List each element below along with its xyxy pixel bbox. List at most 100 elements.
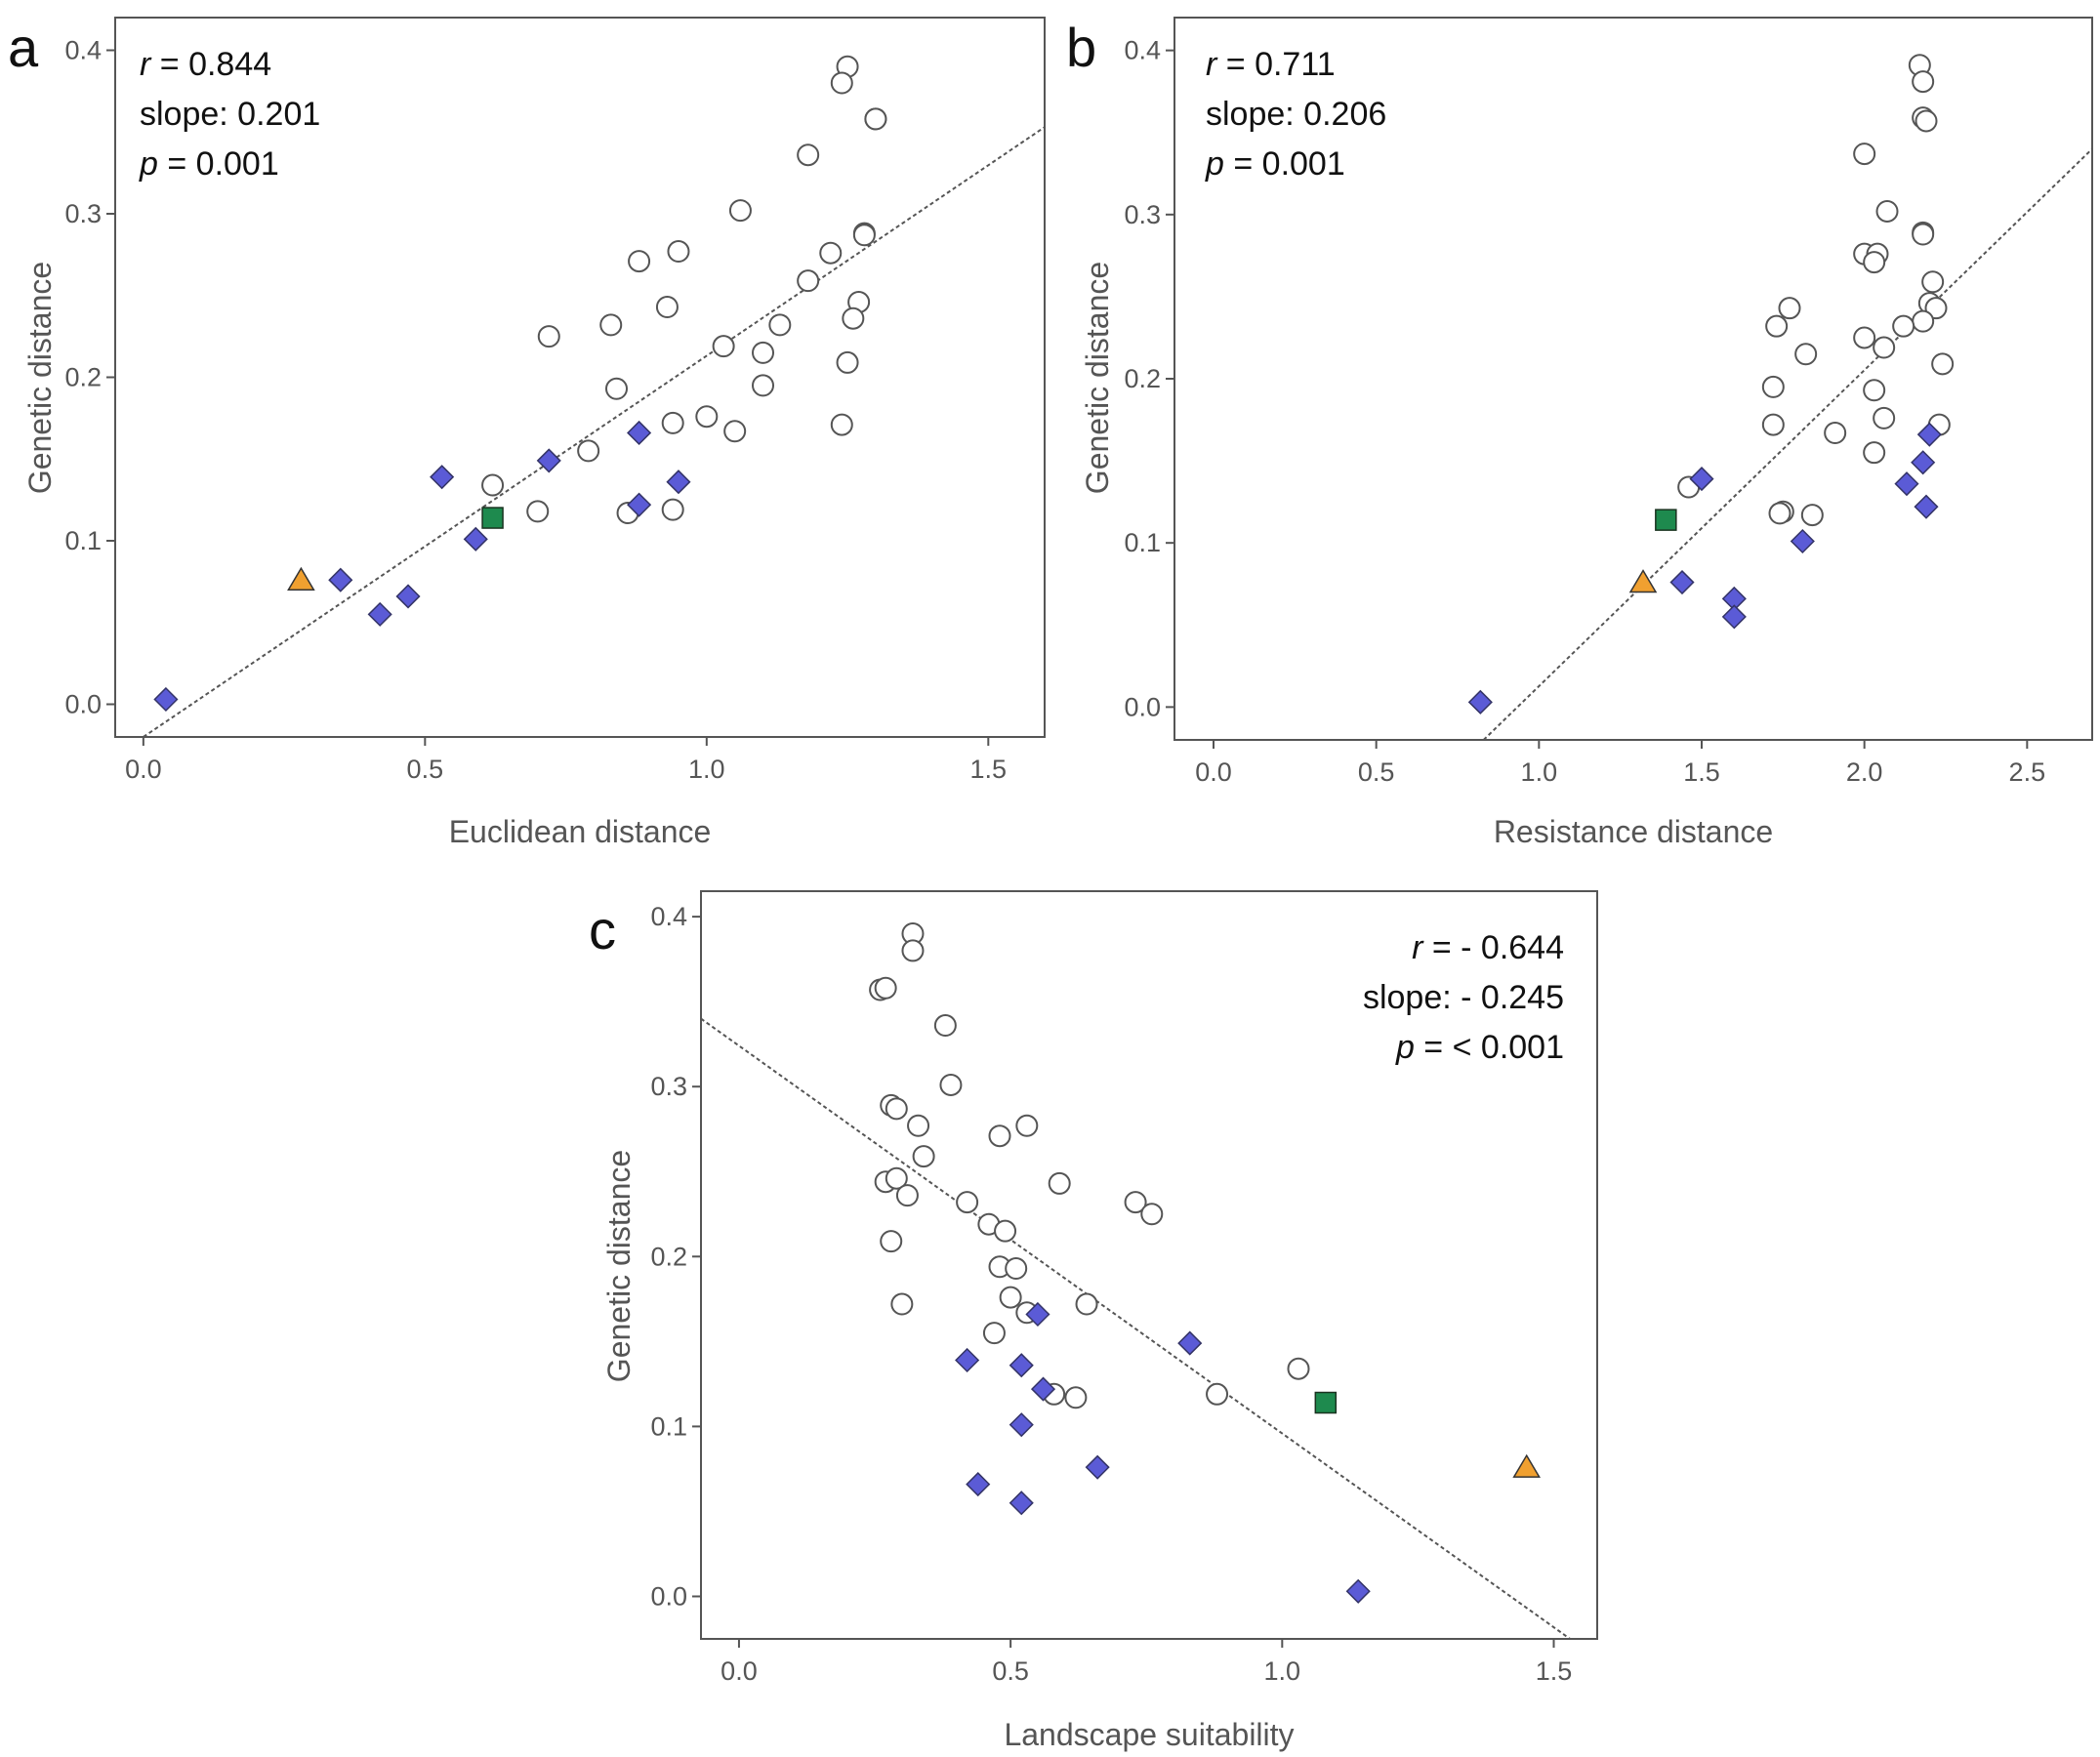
x-tick-label-b: 2.0 <box>1846 757 1883 787</box>
y-axis-title-c: Genetic distance <box>601 1150 637 1382</box>
data-point-circle <box>1794 343 1818 366</box>
data-point-circle <box>1048 1171 1071 1195</box>
data-point-diamond <box>1689 467 1714 492</box>
data-point-diamond <box>627 492 652 517</box>
data-point-circle <box>1206 1382 1229 1406</box>
y-tick-label-b: 0.4 <box>1124 36 1161 65</box>
data-point-diamond <box>666 470 691 495</box>
data-point-circle <box>982 1322 1006 1345</box>
data-point-diamond <box>1030 1376 1056 1402</box>
data-point-circle <box>1915 109 1938 133</box>
data-point-diamond <box>1177 1330 1203 1356</box>
y-tick-label-c: 0.1 <box>650 1411 687 1441</box>
data-point-circle <box>1800 504 1824 527</box>
data-point-circle <box>912 1145 935 1168</box>
data-point-circle <box>1005 1256 1028 1280</box>
data-point-circle <box>1912 223 1935 246</box>
data-point-circle <box>1140 1203 1164 1226</box>
panel-c: c 0.0 0.5 1.0 1.5 0.0 0.1 0.2 0.3 0.4 r = - 0.64… <box>589 890 1598 1752</box>
data-point-circle <box>864 107 887 131</box>
data-point-circle <box>890 1292 914 1316</box>
stat-p-value-a: = 0.001 <box>158 145 279 183</box>
data-point-circle <box>481 473 505 497</box>
data-point-circle <box>1873 336 1896 359</box>
y-tick-label-b: 0.0 <box>1124 692 1161 721</box>
stat-p-c: p = < 0.001 <box>1395 1029 1564 1066</box>
stat-r-symbol-a: r <box>140 46 152 83</box>
panel-b: b 0.0 0.5 1.0 1.5 2.0 2.5 0.0 0.1 0.2 0.3 0.4 r = … <box>1066 17 2093 849</box>
panel-letter-b: b <box>1066 17 1096 78</box>
stat-r-b: r = 0.711 <box>1206 46 1336 83</box>
stat-r-value-c: = - 0.644 <box>1422 929 1564 966</box>
data-point-diamond <box>1009 1353 1034 1378</box>
data-point-circle <box>599 313 623 337</box>
data-point-diamond <box>430 465 455 490</box>
data-point-diamond <box>1345 1578 1371 1604</box>
data-point-circle <box>956 1191 979 1214</box>
y-tick-label-c: 0.3 <box>650 1072 687 1101</box>
stat-r-value-a: = 0.844 <box>150 46 271 83</box>
data-point-diamond <box>1916 422 1942 447</box>
y-tick-label-a: 0.2 <box>64 363 102 392</box>
data-point-diamond <box>1894 471 1919 497</box>
data-point-circle <box>1124 1191 1147 1214</box>
y-tick-label-a: 0.1 <box>64 526 102 555</box>
data-point-diamond <box>1025 1301 1050 1328</box>
stat-r-symbol-b: r <box>1206 46 1218 83</box>
y-tick-label-a: 0.4 <box>64 36 102 65</box>
data-point-circle <box>885 1097 908 1121</box>
x-tick-label-a: 1.0 <box>688 755 725 784</box>
stat-r-symbol-c: r <box>1412 929 1424 966</box>
data-point-circle <box>695 405 719 429</box>
data-point-circle <box>933 1014 957 1038</box>
data-point-circle <box>836 350 859 374</box>
data-point-circle <box>819 241 843 265</box>
data-point-circle <box>752 374 775 397</box>
data-point-circle <box>1761 413 1785 436</box>
data-point-circle <box>830 413 853 436</box>
data-point-circle <box>1824 422 1847 444</box>
trend-line-a <box>143 126 1046 738</box>
y-tick-label-c: 0.4 <box>650 902 687 931</box>
data-point-circle <box>1863 379 1886 402</box>
panel-letter-a: a <box>8 17 39 78</box>
y-tick-label-b: 0.3 <box>1124 200 1161 229</box>
data-point-circle <box>1853 143 1876 166</box>
data-point-circle <box>1873 406 1896 429</box>
stat-p-symbol-a: p <box>139 145 158 183</box>
x-tick-label-c: 0.0 <box>721 1656 758 1686</box>
x-tick-label-a: 0.0 <box>125 755 162 784</box>
x-tick-label-a: 0.5 <box>407 755 444 784</box>
stat-p-symbol-c: p <box>1395 1029 1415 1066</box>
data-point-circle <box>1892 314 1915 338</box>
data-point-circle <box>1075 1292 1098 1316</box>
x-tick-label-b: 1.0 <box>1521 757 1558 787</box>
data-point-diamond <box>1911 450 1936 475</box>
data-point-circle <box>1853 326 1876 349</box>
x-tick-label-c: 1.0 <box>1264 1656 1301 1686</box>
y-tick-label-c: 0.2 <box>650 1242 687 1271</box>
data-point-diamond <box>1721 604 1747 630</box>
data-point-diamond <box>1914 494 1939 519</box>
data-point-diamond <box>1085 1454 1110 1480</box>
data-point-circle <box>1778 297 1801 320</box>
data-point-circle <box>901 939 925 962</box>
data-point-square <box>1655 509 1677 531</box>
data-point-circle <box>1875 199 1899 223</box>
data-point-circle <box>1863 251 1886 274</box>
data-point-circle <box>1912 309 1935 333</box>
data-point-triangle <box>1628 569 1658 593</box>
data-point-circle <box>712 335 735 358</box>
stat-slope-a: slope: 0.201 <box>140 96 320 133</box>
y-axis-title-b: Genetic distance <box>1080 262 1115 494</box>
stat-p-value-b: = 0.001 <box>1224 145 1345 183</box>
data-point-diamond <box>328 567 353 592</box>
x-axis-title-c: Landscape suitability <box>1004 1717 1294 1752</box>
data-point-circle <box>768 313 792 337</box>
x-tick-label-b: 0.5 <box>1358 757 1395 787</box>
data-point-circle <box>1765 314 1789 338</box>
data-point-circle <box>628 250 651 273</box>
data-point-circle <box>907 1114 930 1137</box>
stat-r-value-b: = 0.711 <box>1216 46 1335 83</box>
